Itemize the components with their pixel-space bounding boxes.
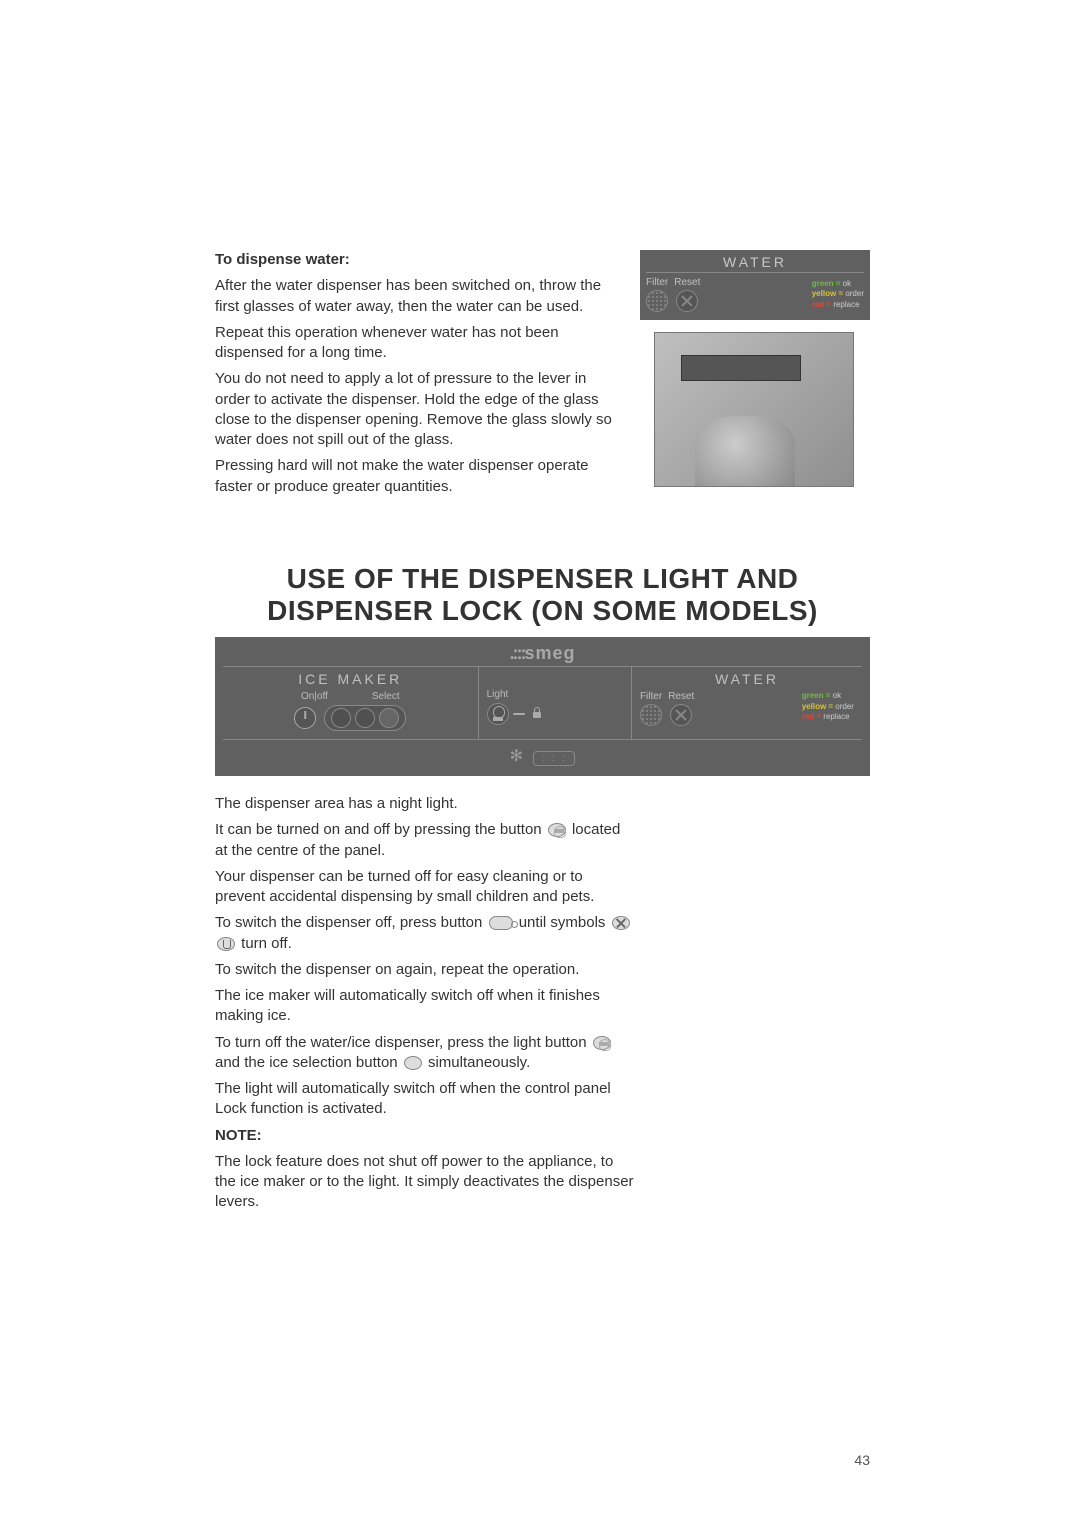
snowflake-icon: ✻ bbox=[510, 748, 523, 765]
dispenser-photo bbox=[654, 332, 854, 487]
body-p2: It can be turned on and off by pressing … bbox=[215, 820, 635, 861]
body-p6: The ice maker will automatically switch … bbox=[215, 986, 635, 1027]
select-label: Select bbox=[372, 691, 400, 702]
crushed-ice-icon bbox=[355, 708, 375, 728]
dispense-p3: You do not need to apply a lot of pressu… bbox=[215, 369, 622, 450]
body-p1: The dispenser area has a night light. bbox=[215, 794, 635, 814]
water-section: WATER Filter Reset green = ok yellow = o… bbox=[632, 667, 862, 739]
body-text: The dispenser area has a night light. It… bbox=[215, 794, 635, 1213]
filter-icon bbox=[646, 290, 668, 312]
light-button-icon bbox=[487, 703, 509, 725]
inline-light-icon-2 bbox=[593, 1036, 611, 1050]
ice-select-group bbox=[324, 705, 406, 731]
footer-box: : : : bbox=[533, 751, 575, 766]
water-panel-small: WATER Filter Reset green = ok yellow = o… bbox=[640, 250, 870, 320]
body-p3: Your dispenser can be turned off for eas… bbox=[215, 867, 635, 908]
legend-sm: green = ok yellow = order red = replace bbox=[812, 279, 864, 310]
inline-ice-select-icon bbox=[404, 1056, 422, 1070]
lock-icon bbox=[527, 704, 547, 724]
dispense-water-text: To dispense water: After the water dispe… bbox=[215, 250, 622, 503]
reset-label-lg: Reset bbox=[668, 691, 694, 702]
light-label: Light bbox=[487, 689, 509, 700]
water-title-sm: WATER bbox=[646, 254, 864, 270]
note-body: The lock feature does not shut off power… bbox=[215, 1152, 635, 1213]
filter-label-lg: Filter bbox=[640, 691, 662, 702]
ice-title: ICE MAKER bbox=[231, 671, 470, 687]
dispense-p4: Pressing hard will not make the water di… bbox=[215, 456, 622, 497]
body-p5: To switch the dispenser on again, repeat… bbox=[215, 960, 635, 980]
page-number: 43 bbox=[854, 1452, 870, 1468]
light-section: Light bbox=[479, 667, 632, 739]
control-panel: .:::smeg ICE MAKER On|off Select bbox=[215, 637, 870, 776]
onoff-label: On|off bbox=[301, 691, 328, 702]
filter-label-sm: Filter bbox=[646, 277, 668, 288]
body-p4: To switch the dispenser off, press butto… bbox=[215, 913, 635, 954]
legend-lg: green = ok yellow = order red = replace bbox=[802, 691, 854, 722]
reset-icon bbox=[676, 290, 698, 312]
dispense-heading: To dispense water: bbox=[215, 250, 622, 270]
body-p8: The light will automatically switch off … bbox=[215, 1079, 635, 1120]
dispense-p1: After the water dispenser has been switc… bbox=[215, 276, 622, 317]
brand-logo: .:::smeg bbox=[223, 643, 862, 664]
panel-footer: ✻ : : : bbox=[223, 740, 862, 766]
inline-light-icon bbox=[548, 823, 566, 837]
ice-maker-section: ICE MAKER On|off Select bbox=[223, 667, 479, 739]
main-title: USE OF THE DISPENSER LIGHT AND DISPENSER… bbox=[215, 563, 870, 627]
water-title-lg: WATER bbox=[640, 671, 854, 687]
no-ice-icon bbox=[331, 708, 351, 728]
note-label: NOTE: bbox=[215, 1126, 635, 1146]
reset-label-sm: Reset bbox=[674, 277, 700, 288]
reset-icon-lg bbox=[670, 704, 692, 726]
cube-ice-icon bbox=[379, 708, 399, 728]
dispense-p2: Repeat this operation whenever water has… bbox=[215, 323, 622, 364]
inline-lock-button-icon bbox=[489, 916, 513, 930]
inline-tap-icon bbox=[217, 937, 235, 951]
body-p7: To turn off the water/ice dispenser, pre… bbox=[215, 1033, 635, 1074]
filter-icon-lg bbox=[640, 704, 662, 726]
inline-noice-icon bbox=[612, 916, 630, 930]
onoff-button-icon bbox=[294, 707, 316, 729]
